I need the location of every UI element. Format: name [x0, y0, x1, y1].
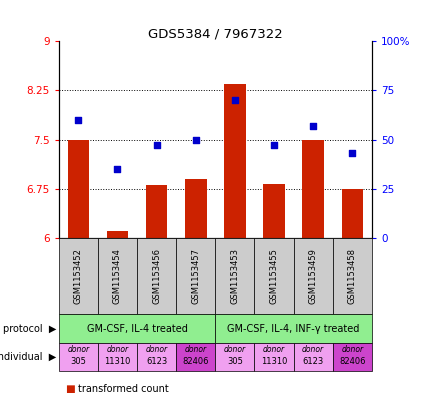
- Point: [309, 123, 316, 129]
- Bar: [67, 140, 89, 238]
- Bar: [145, 185, 167, 238]
- Text: 6123: 6123: [146, 357, 167, 366]
- Text: GM-CSF, IL-4, INF-γ treated: GM-CSF, IL-4, INF-γ treated: [227, 323, 359, 334]
- Text: GSM1153454: GSM1153454: [113, 248, 122, 304]
- Text: transformed count: transformed count: [78, 384, 169, 393]
- Text: GSM1153458: GSM1153458: [347, 248, 356, 304]
- Text: GSM1153453: GSM1153453: [230, 248, 239, 304]
- Point: [192, 136, 199, 143]
- Text: 305: 305: [70, 357, 86, 366]
- Text: donor: donor: [184, 345, 206, 354]
- Point: [75, 117, 82, 123]
- Text: donor: donor: [341, 345, 362, 354]
- Text: 82406: 82406: [182, 357, 208, 366]
- Text: GSM1153452: GSM1153452: [74, 248, 82, 304]
- Text: GSM1153456: GSM1153456: [152, 248, 161, 304]
- Bar: [341, 189, 362, 238]
- Point: [231, 97, 238, 103]
- Text: 11310: 11310: [260, 357, 286, 366]
- Text: donor: donor: [67, 345, 89, 354]
- Text: GM-CSF, IL-4 treated: GM-CSF, IL-4 treated: [86, 323, 187, 334]
- Text: 6123: 6123: [302, 357, 323, 366]
- Title: GDS5384 / 7967322: GDS5384 / 7967322: [148, 27, 282, 40]
- Bar: [106, 231, 128, 238]
- Text: GSM1153457: GSM1153457: [191, 248, 200, 304]
- Point: [348, 150, 355, 156]
- Text: donor: donor: [145, 345, 167, 354]
- Text: donor: donor: [106, 345, 128, 354]
- Bar: [224, 84, 245, 238]
- Point: [114, 166, 121, 172]
- Bar: [184, 179, 206, 238]
- Text: protocol  ▶: protocol ▶: [3, 323, 56, 334]
- Text: GSM1153459: GSM1153459: [308, 248, 317, 304]
- Text: 11310: 11310: [104, 357, 130, 366]
- Text: donor: donor: [302, 345, 323, 354]
- Bar: [302, 140, 323, 238]
- Point: [153, 142, 160, 149]
- Text: individual  ▶: individual ▶: [0, 352, 56, 362]
- Point: [270, 142, 277, 149]
- Text: 82406: 82406: [339, 357, 365, 366]
- Text: GSM1153455: GSM1153455: [269, 248, 278, 304]
- Text: donor: donor: [263, 345, 284, 354]
- Text: ■: ■: [65, 384, 75, 393]
- Text: 305: 305: [227, 357, 242, 366]
- Text: donor: donor: [224, 345, 245, 354]
- Bar: [263, 184, 284, 238]
